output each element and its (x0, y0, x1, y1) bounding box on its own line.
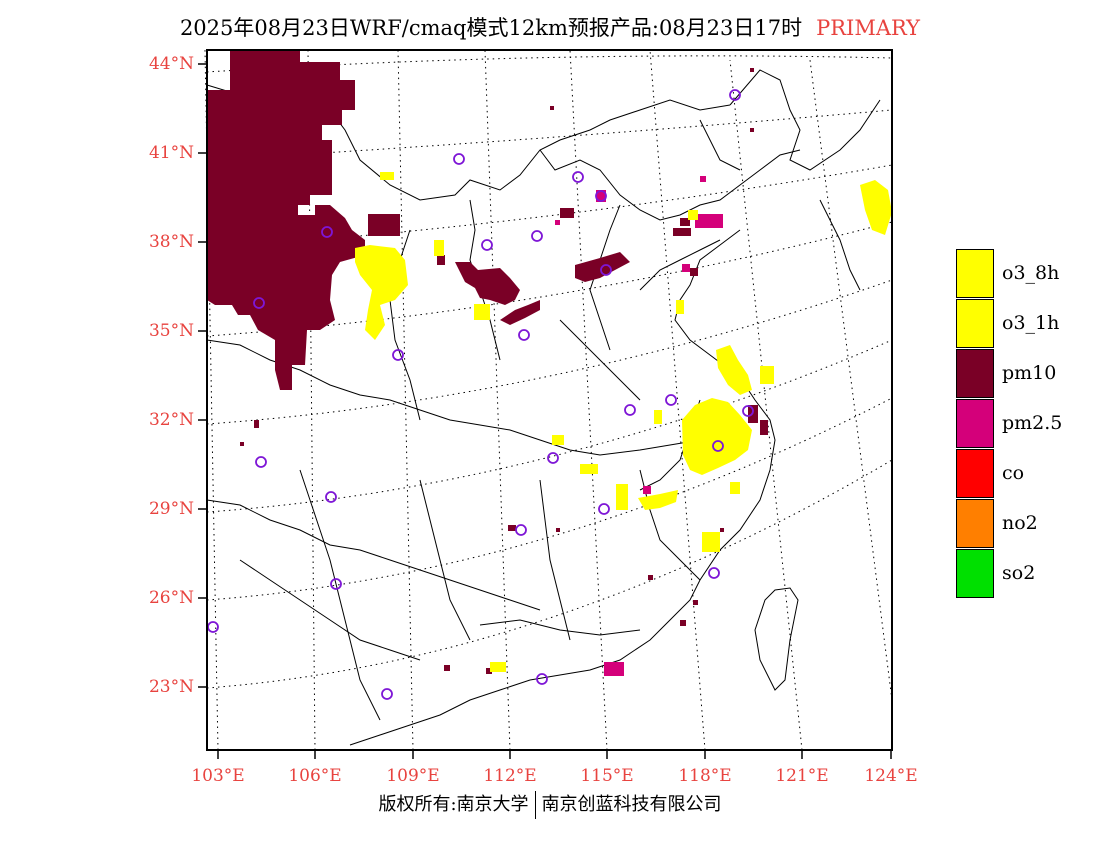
copyright-left: 版权所有:南京大学 (378, 794, 529, 815)
x-tick-label: 115°E (580, 766, 634, 786)
y-tick-label: 44°N (148, 54, 194, 74)
x-tick-label: 106°E (288, 766, 342, 786)
y-tick-label: 23°N (148, 677, 194, 697)
station-markers (207, 89, 754, 700)
x-tick-label: 109°E (386, 766, 440, 786)
legend-item-pm25: pm2.5 (956, 399, 1100, 449)
legend-swatch (956, 499, 994, 548)
legend-label: pm2.5 (1002, 412, 1063, 434)
legend-item-o3-8h: o3_8h (956, 249, 1100, 299)
axis-ticks (198, 63, 892, 759)
y-tick-label: 38°N (148, 232, 194, 252)
pm25-regions (555, 176, 723, 676)
footer-divider (534, 791, 536, 819)
x-tick-label: 112°E (483, 766, 537, 786)
legend-swatch (956, 549, 994, 598)
o3-regions (355, 172, 892, 672)
title-tag: PRIMARY (816, 16, 921, 40)
y-tick-label: 41°N (148, 143, 194, 163)
legend-label: no2 (1002, 512, 1038, 534)
y-tick-label: 26°N (148, 588, 194, 608)
legend-item-no2: no2 (956, 499, 1100, 549)
copyright-right: 南京创蓝科技有限公司 (541, 794, 722, 815)
map-title: 2025年08月23日WRF/cmaq模式12km预报产品:08月23日17时 P… (0, 12, 1100, 42)
x-tick-label: 118°E (678, 766, 732, 786)
legend-item-co: co (956, 449, 1100, 499)
legend-label: o3_8h (1002, 262, 1060, 284)
x-tick-label: 124°E (864, 766, 918, 786)
legend-item-pm10: pm10 (956, 349, 1100, 399)
x-tick-label: 121°E (775, 766, 829, 786)
title-text: 2025年08月23日WRF/cmaq模式12km预报产品:08月23日17时 (179, 16, 803, 40)
legend-label: co (1002, 462, 1025, 484)
legend-label: pm10 (1002, 362, 1057, 384)
legend-swatch (956, 399, 994, 448)
y-tick-label: 29°N (148, 499, 194, 519)
legend-swatch (956, 449, 994, 498)
pm10-regions (207, 50, 768, 674)
legend-label: so2 (1002, 562, 1036, 584)
legend-label: o3_1h (1002, 312, 1060, 334)
legend-swatch (956, 299, 994, 348)
map-frame (206, 49, 893, 751)
y-tick-label: 32°N (148, 410, 194, 430)
legend-item-so2: so2 (956, 549, 1100, 599)
y-tick-label: 35°N (148, 321, 194, 341)
legend-item-o3-1h: o3_1h (956, 299, 1100, 349)
legend-swatch (956, 349, 994, 398)
legend-swatch (956, 249, 994, 298)
copyright-footer: 版权所有:南京大学 南京创蓝科技有限公司 (0, 790, 1100, 819)
x-tick-label: 103°E (191, 766, 245, 786)
